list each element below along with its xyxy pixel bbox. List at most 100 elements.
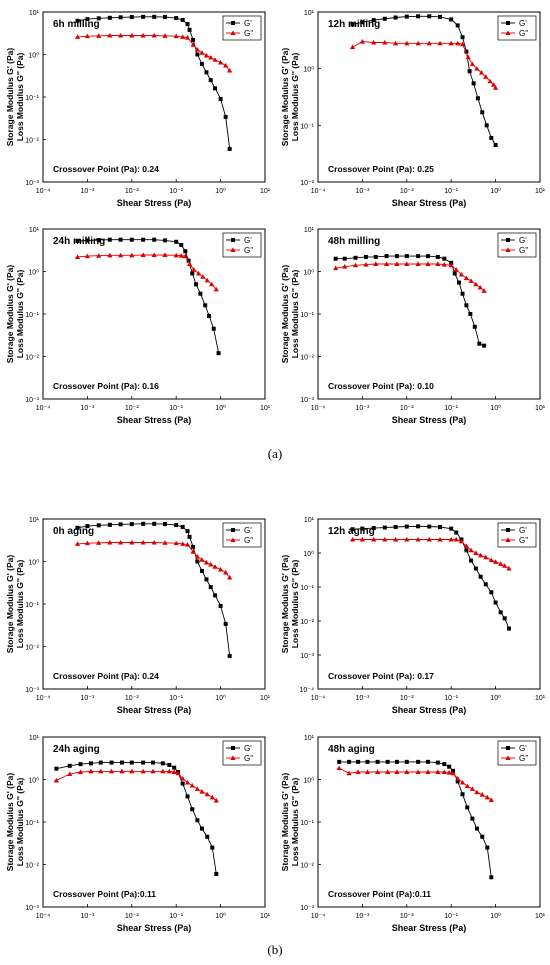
data-point-g1 (216, 351, 221, 356)
data-point-g1 (371, 18, 376, 23)
x-tick-label: 10¹ (260, 188, 271, 195)
crossover-annotation: Crossover Point (Pa): 0.25 (328, 164, 434, 174)
y-tick-label: 10⁰ (28, 269, 39, 277)
y-tick-label: 10⁰ (303, 66, 314, 74)
data-point-g2 (455, 40, 461, 46)
plot-frame (317, 11, 541, 183)
series-line (77, 542, 231, 578)
y-tick-label: 10⁻⁴ (300, 687, 315, 694)
data-point-g1 (477, 341, 482, 346)
data-point-g2 (84, 33, 90, 39)
data-point-g2 (218, 59, 224, 65)
data-point-g2 (469, 786, 475, 791)
data-point-g1 (498, 610, 503, 615)
data-point-g2 (393, 40, 399, 46)
data-point-g2 (150, 768, 156, 774)
data-point-g1 (185, 22, 190, 27)
y-tick-label: 10⁻³ (25, 397, 39, 404)
data-point-g1 (460, 291, 465, 296)
data-point-g2 (212, 564, 218, 569)
data-point-g1 (457, 280, 462, 285)
y-tick-label: 10⁻² (25, 645, 39, 652)
data-point-g2 (458, 538, 465, 544)
legend-marker-triangle (505, 30, 511, 35)
y-axis-label-loss: Loss Modulus G'' (Pa) (15, 270, 25, 359)
x-tick-label: 10¹ (535, 913, 546, 920)
data-point-g2 (96, 253, 102, 258)
data-point-g2 (209, 281, 215, 287)
y-axis-label-loss: Loss Modulus G'' (Pa) (290, 53, 300, 142)
data-point-g1 (194, 282, 199, 287)
y-tick-label: 10¹ (29, 10, 40, 17)
data-point-g2 (394, 261, 400, 267)
data-point-g2 (182, 253, 188, 259)
data-point-g2 (186, 261, 193, 267)
data-point-g2 (463, 275, 470, 281)
data-point-g1 (493, 142, 498, 147)
data-point-g1 (150, 760, 155, 765)
data-point-g2 (107, 252, 113, 258)
data-point-g1 (333, 256, 338, 261)
data-point-g2 (478, 552, 484, 558)
x-tick-label: 10⁰ (215, 404, 226, 412)
x-tick-label: 10⁰ (490, 912, 501, 920)
y-tick-label: 10¹ (29, 227, 40, 234)
data-point-g2 (74, 541, 81, 546)
legend-box (222, 740, 262, 766)
y-tick-label: 10⁻² (25, 355, 39, 362)
x-tick-label: 10⁻² (125, 695, 139, 702)
data-point-g2 (346, 770, 352, 776)
data-point-g2 (448, 262, 454, 268)
data-point-g1 (186, 258, 191, 263)
data-point-g1 (180, 781, 185, 786)
data-point-g2 (129, 539, 135, 545)
y-tick-label: 10⁻³ (25, 687, 39, 694)
data-point-g1 (427, 524, 432, 529)
crossover-annotation: Crossover Point (Pa):0.11 (53, 889, 156, 899)
data-point-g1 (227, 653, 232, 658)
data-point-g1 (213, 593, 218, 598)
x-tick-label: 10⁻² (125, 405, 139, 412)
data-point-g2 (373, 261, 379, 267)
legend-label: G' (519, 526, 527, 535)
data-point-g1 (152, 14, 157, 19)
legend: G'G'' (497, 740, 537, 766)
y-tick-label: 10⁻¹ (25, 312, 39, 319)
legend-label: G' (519, 19, 527, 28)
data-point-g2 (204, 277, 210, 283)
legend: G'G'' (222, 522, 262, 548)
data-point-g2 (371, 536, 377, 542)
data-point-g2 (173, 33, 179, 39)
data-point-g1 (174, 16, 179, 21)
x-axis-label: Shear Stress (Pa) (392, 923, 467, 933)
data-point-g2 (441, 262, 447, 267)
y-tick-label: 10⁰ (303, 269, 314, 277)
x-tick-label: 10⁻³ (80, 695, 94, 702)
data-point-g2 (173, 252, 179, 258)
data-point-g2 (175, 770, 181, 776)
data-point-g1 (385, 759, 390, 764)
x-tick-label: 10⁻² (125, 188, 139, 195)
data-point-g1 (198, 291, 203, 296)
x-axis-label: Shear Stress (Pa) (392, 198, 467, 208)
series-line (338, 767, 492, 801)
data-point-g1 (337, 759, 342, 764)
y-axis-label-storage: Storage Modulus G' (Pa) (280, 265, 290, 364)
data-point-g1 (356, 759, 361, 764)
data-point-g2 (199, 788, 205, 794)
y-axis-label-loss: Loss Modulus G'' (Pa) (15, 560, 25, 649)
legend-marker-triangle (230, 247, 236, 252)
data-point-g2 (481, 288, 487, 293)
y-tick-label: 10⁻² (300, 355, 314, 362)
data-point-g2 (218, 566, 224, 572)
data-point-g1 (218, 96, 223, 101)
data-point-g1 (489, 135, 494, 140)
legend-box (222, 232, 262, 258)
data-point-g2 (129, 32, 135, 38)
data-point-g2 (118, 539, 124, 545)
legend-label: G'' (519, 754, 529, 763)
y-tick-label: 10⁻¹ (300, 312, 314, 319)
data-point-g1 (416, 759, 421, 764)
data-point-g1 (375, 759, 380, 764)
y-axis-label-storage: Storage Modulus G' (Pa) (5, 48, 15, 147)
